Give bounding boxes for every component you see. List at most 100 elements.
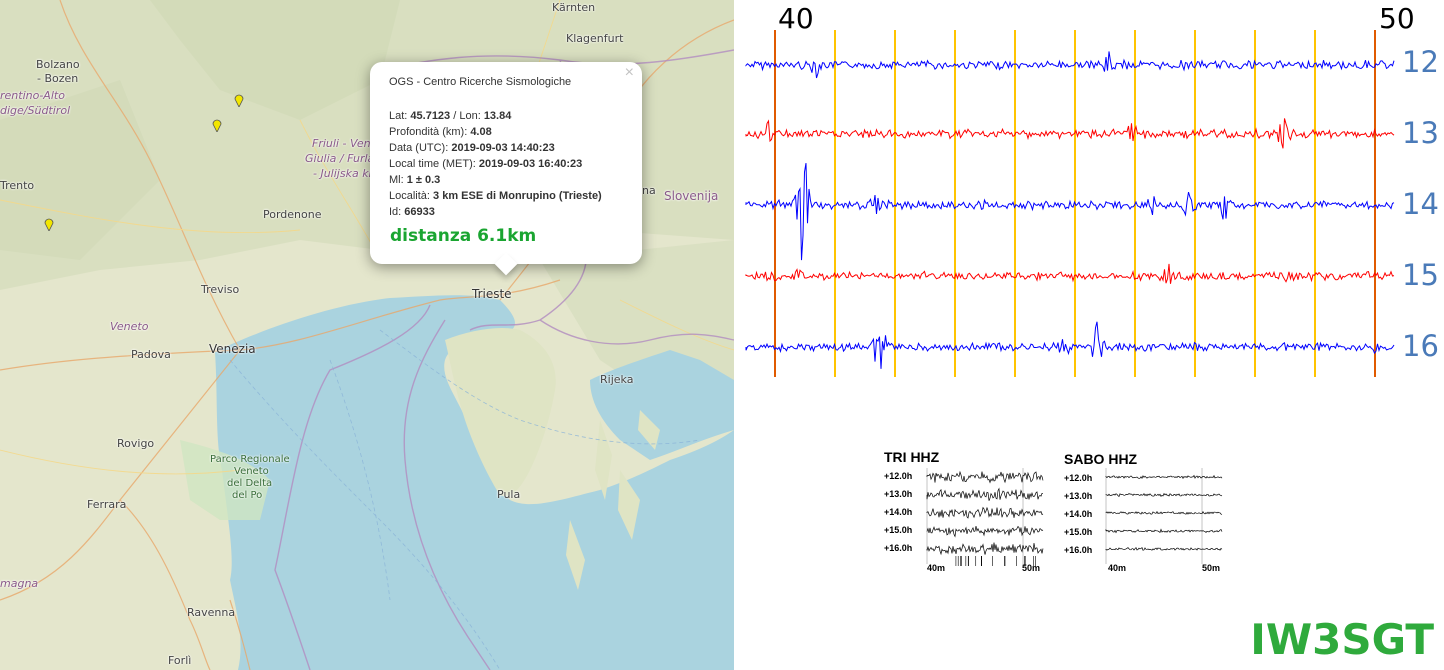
hour-label-16: 16	[1402, 329, 1439, 363]
tri-row-label: +16.0h	[884, 543, 913, 553]
tri-thumb-title: TRI HHZ	[884, 449, 940, 465]
thumb-trace	[926, 506, 1044, 519]
hour-label-14: 14	[1402, 187, 1439, 221]
popup-row-ml: Ml: 1 ± 0.3	[389, 172, 602, 188]
depth-label: Profondità (km):	[389, 126, 471, 138]
sabo-row-label: +13.0h	[1064, 491, 1093, 501]
date-value: 2019-09-03 14:40:23	[451, 142, 555, 154]
map-label-magna: magna	[0, 577, 39, 590]
map-label-parco-2: Veneto	[234, 466, 269, 477]
helicorder-plot	[745, 30, 1395, 377]
map-label-parco-4: del Po	[232, 490, 263, 501]
map-label-slovenija: Slovenija	[664, 189, 719, 203]
hour-label-12: 12	[1402, 45, 1439, 79]
thumb-trace	[926, 542, 1044, 556]
minute-label-50: 50	[1379, 2, 1415, 35]
earthquake-marker-icon[interactable]	[234, 93, 244, 107]
location-value: 3 km ESE di Monrupino (Trieste)	[433, 190, 602, 202]
sabo-thumb-plot	[1105, 468, 1223, 564]
thumb-trace	[1105, 510, 1223, 515]
seismogram-panel: 40 50 12 13 14 15 16 TRI HHZ +12.0h +13.…	[734, 0, 1444, 670]
popup-close-icon[interactable]: ×	[624, 64, 634, 81]
local-time-value: 2019-09-03 16:40:23	[478, 158, 583, 170]
map-label-bolzano: Bolzano	[36, 58, 80, 71]
map-label-treviso: Treviso	[201, 283, 240, 296]
map-label-forli: Forlì	[168, 654, 192, 667]
sabo-row-label: +15.0h	[1064, 527, 1093, 537]
map-label-parco-3: del Delta	[227, 478, 273, 489]
lon-label: / Lon:	[450, 110, 484, 122]
tri-axis-label: 50m	[1022, 563, 1041, 573]
map-label-rovigo: Rovigo	[117, 437, 155, 450]
popup-distance: distanza 6.1km	[390, 226, 537, 246]
depth-value: 4.08	[470, 126, 492, 138]
lat-label: Lat:	[389, 110, 411, 122]
thumb-trace	[1105, 474, 1223, 480]
tri-row-label: +12.0h	[884, 471, 913, 481]
sabo-row-label: +12.0h	[1064, 473, 1093, 483]
map-label-bozen: - Bozen	[37, 72, 79, 85]
tri-row-label: +15.0h	[884, 525, 913, 535]
callsign-logo: IW3SGT	[1250, 615, 1434, 664]
hour-label-15: 15	[1402, 258, 1439, 292]
seismic-trace	[745, 321, 1395, 369]
tri-row-label: +13.0h	[884, 489, 913, 499]
tri-thumb-plot	[926, 468, 1044, 566]
earthquake-marker-icon[interactable]	[44, 217, 54, 231]
ml-label: Ml:	[389, 174, 407, 186]
popup-row-date: Data (UTC): 2019-09-03 14:40:23	[389, 140, 602, 156]
map-label-venezia: Venezia	[209, 342, 256, 356]
popup-row-latlon: Lat: 45.7123 / Lon: 13.84	[389, 108, 602, 124]
id-value: 66933	[404, 206, 435, 218]
popup-details: Lat: 45.7123 / Lon: 13.84 Profondità (km…	[389, 108, 602, 220]
thumb-trace	[1105, 492, 1223, 498]
thumb-trace	[1105, 528, 1223, 534]
location-label: Località:	[389, 190, 434, 202]
map-panel[interactable]: Kärnten Klagenfurt Bolzano - Bozen renti…	[0, 0, 734, 670]
seismic-trace	[745, 163, 1395, 261]
lon-value: 13.84	[483, 110, 512, 122]
date-label: Data (UTC):	[389, 142, 452, 154]
popup-row-location: Località: 3 km ESE di Monrupino (Trieste…	[389, 188, 602, 204]
sabo-thumb-title: SABO HHZ	[1064, 451, 1138, 467]
map-label-trento: Trento	[0, 179, 35, 192]
map-label-ferrara: Ferrara	[87, 498, 127, 511]
seismic-trace	[745, 51, 1395, 79]
map-label-pula: Pula	[497, 488, 521, 501]
map-label-adige: dige/Südtirol	[0, 104, 71, 117]
popup-row-depth: Profondità (km): 4.08	[389, 124, 602, 140]
thumb-trace	[926, 525, 1044, 538]
earthquake-marker-icon[interactable]	[212, 118, 222, 132]
lat-value: 45.7123	[410, 110, 451, 122]
ml-value: 1 ± 0.3	[406, 174, 441, 186]
map-label-julijska: - Julijska kraj	[313, 167, 383, 180]
local-time-label: Local time (MET):	[389, 158, 479, 170]
hour-label-13: 13	[1402, 116, 1439, 150]
id-label: Id:	[389, 206, 405, 218]
tri-row-label: +14.0h	[884, 507, 913, 517]
map-label-veneto: Veneto	[110, 320, 149, 333]
map-label-pordenone: Pordenone	[263, 208, 322, 221]
earthquake-popup: × OGS - Centro Ricerche Sismologiche Lat…	[370, 62, 642, 276]
tri-axis-label: 40m	[927, 563, 946, 573]
sabo-axis-label: 50m	[1202, 563, 1221, 573]
map-label-klagenfurt: Klagenfurt	[566, 32, 624, 45]
map-label-ravenna: Ravenna	[187, 606, 236, 619]
seismic-trace	[745, 263, 1395, 284]
seismic-trace	[745, 118, 1395, 149]
minute-label-40: 40	[778, 2, 814, 35]
sabo-row-label: +16.0h	[1064, 545, 1093, 555]
sabo-axis-label: 40m	[1108, 563, 1127, 573]
map-label-trentino: rentino-Alto	[0, 89, 65, 102]
map-label-na: na	[642, 184, 656, 197]
map-label-giulia: Giulia / Furla	[305, 152, 375, 165]
map-label-friuli: Friuli - Vene	[312, 137, 378, 150]
popup-title: OGS - Centro Ricerche Sismologiche	[389, 76, 572, 88]
map-label-trieste: Trieste	[472, 287, 512, 301]
sabo-row-label: +14.0h	[1064, 509, 1093, 519]
map-label-rijeka: Rijeka	[600, 373, 634, 386]
popup-row-id: Id: 66933	[389, 204, 602, 220]
thumb-trace	[1105, 546, 1223, 551]
popup-row-local: Local time (MET): 2019-09-03 16:40:23	[389, 156, 602, 172]
map-label-padova: Padova	[131, 348, 171, 361]
